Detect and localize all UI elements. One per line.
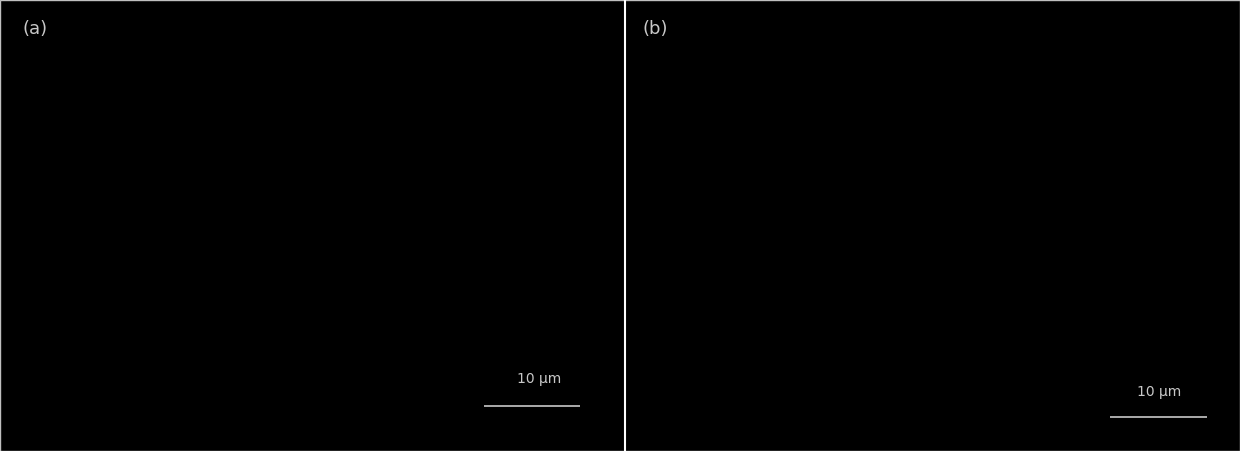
Text: (b): (b) [642, 20, 668, 38]
Text: (a): (a) [22, 20, 47, 38]
Text: 10 μm: 10 μm [1137, 385, 1182, 399]
Text: 10 μm: 10 μm [517, 372, 562, 386]
